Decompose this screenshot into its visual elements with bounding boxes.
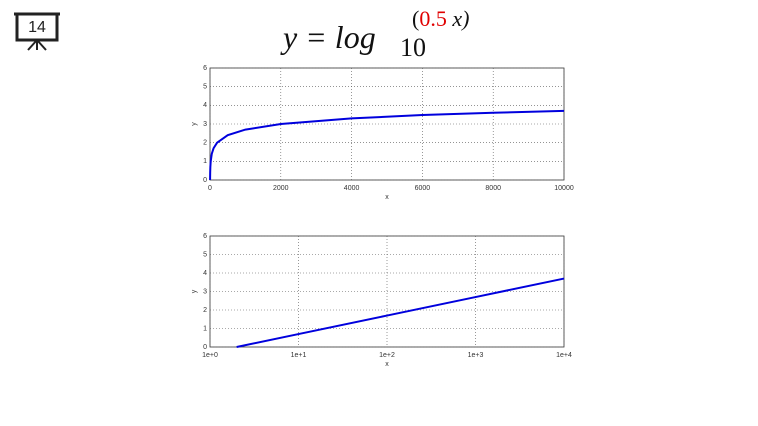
y-tick-label: 5 (203, 251, 207, 258)
x-tick-label: 1e+4 (556, 352, 572, 359)
x-tick-label: 0 (208, 185, 212, 192)
x-tick-label: 1e+3 (468, 352, 484, 359)
y-tick-label: 6 (203, 65, 207, 72)
title-superscript: (0.5 x) (412, 6, 469, 31)
x-tick-label: 4000 (344, 185, 360, 192)
x-tick-label: 8000 (485, 185, 501, 192)
x-tick-label: 1e+2 (379, 352, 395, 359)
x-axis-label: x (385, 194, 389, 201)
title-subscript: 10 (400, 33, 426, 62)
data-line (236, 277, 565, 348)
slide-icon: 14 (14, 12, 60, 51)
y-tick-label: 0 (203, 344, 207, 351)
y-tick-label: 3 (203, 288, 207, 295)
title-coef: 0.5 (419, 6, 447, 31)
y-tick-label: 1 (203, 158, 207, 165)
y-tick-label: 4 (203, 102, 207, 109)
x-tick-label: 1e+0 (202, 352, 218, 359)
y-tick-label: 4 (203, 270, 207, 277)
x-tick-label: 6000 (415, 185, 431, 192)
y-tick-label: 2 (203, 140, 207, 147)
y-axis-label: y (191, 122, 198, 126)
x-axis-label: x (385, 361, 389, 368)
y-axis-label: y (191, 289, 198, 293)
x-tick-label: 10000 (554, 185, 574, 192)
data-line (209, 109, 565, 181)
title-close: x) (447, 6, 470, 31)
x-tick-label: 1e+1 (291, 352, 307, 359)
y-tick-label: 1 (203, 325, 207, 332)
y-tick-label: 3 (203, 121, 207, 128)
title-open: ( (412, 6, 419, 31)
x-tick-label: 2000 (273, 185, 289, 192)
y-tick-label: 2 (203, 307, 207, 314)
y-tick-label: 0 (203, 177, 207, 184)
y-tick-label: 5 (203, 84, 207, 91)
y-tick-label: 6 (203, 233, 207, 240)
title-main: y = log (280, 19, 376, 55)
slide-number: 14 (28, 19, 46, 36)
